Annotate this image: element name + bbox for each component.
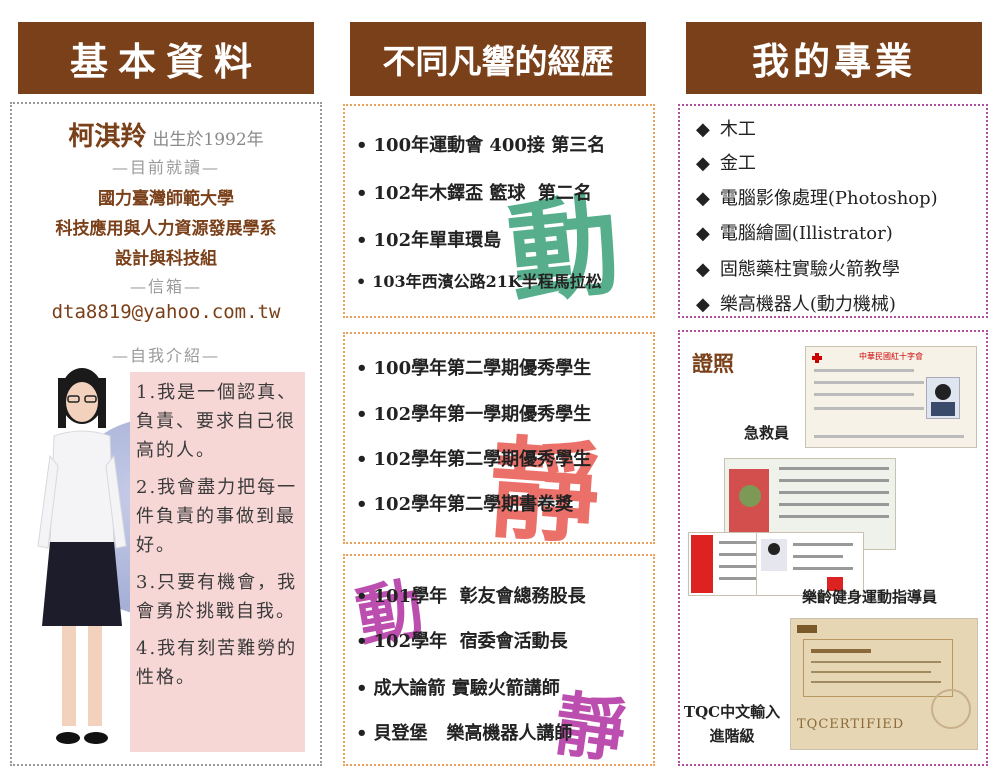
program-name: 設計與科技組 (115, 249, 217, 269)
list-item: • 102學年 宿委會活動長 (356, 631, 568, 652)
first-aid-certificate-image: 中華民國紅十字會 (805, 346, 977, 448)
email-label: —信箱— (129, 277, 202, 296)
diamond-bullet-icon: ◆ (696, 294, 710, 315)
id-photo (926, 377, 960, 419)
intro-label: —自我介紹— (111, 346, 220, 365)
skill-item: ◆ 金工 (696, 153, 756, 174)
skill-item: ◆ 電腦影像處理(Photoshop) (696, 188, 938, 209)
tqc-certificate-image: TQCERTIFIED (790, 618, 978, 750)
person-name: 柯淇羚 (68, 122, 147, 152)
list-item: • 102學年第二學期書卷獎 (356, 494, 574, 515)
list-item: • 102年單車環島 (356, 230, 502, 251)
study-panel (343, 332, 655, 544)
diamond-bullet-icon: ◆ (696, 153, 710, 174)
name-line: 柯淇羚 出生於1992年 (10, 116, 322, 153)
profile-photo (37, 368, 127, 744)
club-panel (343, 554, 655, 766)
sports-panel (343, 104, 655, 318)
school-name: 國力臺灣師範大學 (98, 189, 234, 209)
skill-item: ◆ 固態藥柱實驗火箭教學 (696, 259, 900, 280)
list-item: • 102年木鐸盃 籃球 第二名 (356, 183, 592, 204)
skill-item: ◆ 電腦繪圖(Illistrator) (696, 223, 893, 244)
list-item: • 100學年第二學期優秀學生 (356, 358, 592, 379)
list-item: • 成大論箭 實驗火箭講師 (356, 678, 560, 699)
skill-item: ◆ 木工 (696, 119, 756, 140)
list-item: • 貝登堡 樂高機器人講師 (356, 723, 573, 744)
cert-label: 樂齡健身運動指導員 (802, 588, 938, 606)
list-item: • 101學年 彰友會總務股長 (356, 586, 586, 607)
diamond-bullet-icon: ◆ (696, 259, 710, 280)
birth-year: 出生於1992年 (152, 130, 264, 150)
intro-paragraph: 1.我是一個認真、負責、要求自己很高的人。 (136, 382, 298, 461)
tqc-stamp: TQCERTIFIED (797, 717, 905, 732)
skills-panel (678, 104, 988, 318)
list-item: • 102學年第二學期優秀學生 (356, 449, 592, 470)
cert-label: 急救員 (744, 424, 790, 442)
diamond-bullet-icon: ◆ (696, 188, 710, 209)
diamond-bullet-icon: ◆ (696, 119, 710, 140)
school-label: —目前就讀— (111, 158, 220, 177)
self-intro-panel: 1.我是一個認真、負責、要求自己很高的人。 2.我會盡力把每一件負責的事做到最好… (130, 372, 305, 752)
list-item: • 103年西濱公路21K半程馬拉松 (356, 272, 602, 291)
diamond-bullet-icon: ◆ (696, 223, 710, 244)
skill-item: ◆ 樂高機器人(動力機械) (696, 294, 896, 315)
cert-card-header: 中華民國紅十字會 (859, 352, 923, 361)
header-experience: 不同凡響的經歷 (350, 22, 646, 96)
certificates-title: 證照 (692, 351, 734, 376)
email-address[interactable]: dta8819@yahoo.com.tw (51, 301, 281, 323)
intro-paragraph: 3.只要有機會，我會勇於挑戰自我。 (136, 572, 298, 622)
basic-info-panel (10, 102, 322, 766)
intro-paragraph: 2.我會盡力把每一件負責的事做到最好。 (136, 477, 298, 556)
list-item: • 102學年第一學期優秀學生 (356, 404, 592, 425)
red-cross-icon (812, 353, 822, 363)
department-name: 科技應用與人力資源發展學系 (55, 219, 277, 239)
header-basic-info: 基本資料 (18, 22, 314, 94)
header-career: 我的專業 (686, 22, 982, 94)
intro-paragraph: 4.我有刻苦難勞的性格。 (136, 638, 298, 688)
list-item: • 100年運動會 400接 第三名 (356, 135, 606, 156)
fitness-id-card-image (756, 532, 864, 596)
cert-label: TQC中文輸入 進階級 (683, 703, 781, 745)
certificates-panel (678, 330, 988, 766)
